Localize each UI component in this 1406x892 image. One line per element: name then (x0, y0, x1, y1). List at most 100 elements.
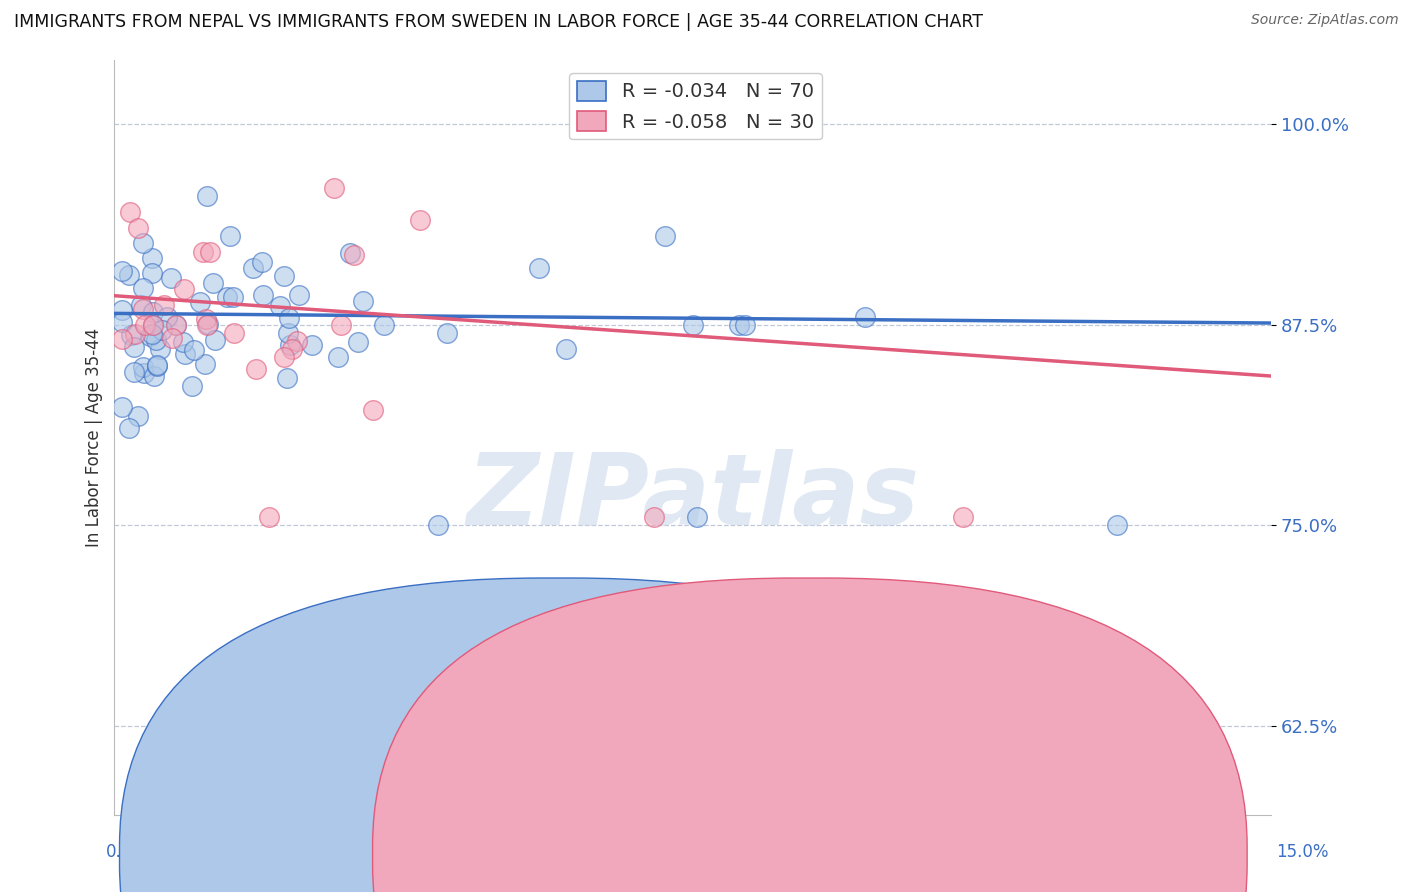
Point (1105, 518, 1128, 533)
Point (142, 304, 165, 318)
Point (150, 323, 173, 337)
Point (111, 302, 134, 317)
Point (339, 245, 361, 260)
Point (195, 189, 218, 203)
Point (132, 366, 155, 380)
Point (165, 318, 187, 332)
Point (124, 340, 146, 354)
Point (222, 290, 245, 304)
Legend: R = -0.034   N = 70, R = -0.058   N = 30: R = -0.034 N = 70, R = -0.058 N = 30 (569, 73, 823, 139)
Point (204, 334, 226, 348)
Point (198, 245, 221, 260)
Point (143, 368, 166, 383)
Point (124, 326, 146, 341)
Point (197, 317, 219, 331)
Point (141, 326, 163, 341)
Point (152, 297, 174, 311)
Point (686, 510, 709, 524)
Point (127, 409, 149, 423)
Point (111, 263, 134, 277)
Point (141, 252, 163, 266)
Point (280, 342, 302, 356)
Text: 0.0%: 0.0% (105, 843, 148, 861)
Point (352, 294, 374, 309)
Point (131, 281, 153, 295)
Point (273, 269, 295, 284)
Point (373, 318, 395, 332)
Point (195, 312, 218, 326)
Point (145, 333, 167, 347)
Point (853, 310, 876, 324)
Point (111, 332, 134, 346)
Point (252, 255, 274, 269)
Point (409, 213, 432, 227)
Point (117, 268, 139, 282)
Point (201, 277, 224, 291)
Point (654, 229, 676, 244)
Point (180, 378, 202, 392)
Point (111, 315, 134, 329)
Point (734, 318, 756, 332)
Point (156, 310, 179, 325)
Point (215, 290, 238, 304)
Point (132, 235, 155, 250)
Text: Source: ZipAtlas.com: Source: ZipAtlas.com (1251, 13, 1399, 28)
Point (273, 350, 295, 364)
Point (194, 357, 217, 371)
Point (160, 331, 183, 345)
Point (173, 282, 195, 296)
Point (141, 267, 163, 281)
Point (242, 261, 264, 276)
Point (132, 360, 155, 375)
Point (361, 403, 384, 417)
Point (160, 271, 183, 285)
Point (219, 229, 242, 244)
Point (132, 301, 155, 316)
Point (682, 318, 704, 332)
Point (436, 326, 458, 340)
Point (188, 294, 211, 309)
Point (173, 347, 195, 361)
Point (118, 205, 141, 219)
Point (195, 318, 218, 332)
Point (122, 365, 145, 379)
Point (301, 338, 323, 352)
Point (257, 510, 280, 524)
Text: IMMIGRANTS FROM NEPAL VS IMMIGRANTS FROM SWEDEN IN LABOR FORCE | AGE 35-44 CORRE: IMMIGRANTS FROM NEPAL VS IMMIGRANTS FROM… (14, 13, 983, 31)
Point (343, 248, 366, 262)
Point (172, 334, 194, 349)
Point (323, 181, 346, 195)
Point (347, 335, 370, 350)
Text: Immigrants from Nepal: Immigrants from Nepal (579, 843, 772, 861)
Point (183, 343, 205, 358)
Point (222, 326, 245, 340)
Point (727, 318, 749, 332)
Point (129, 297, 152, 311)
Point (149, 343, 172, 357)
Point (278, 311, 301, 326)
Text: 15.0%: 15.0% (1277, 843, 1329, 861)
Point (139, 328, 162, 343)
Point (127, 221, 149, 235)
Point (427, 518, 450, 533)
Point (120, 327, 142, 342)
Point (118, 421, 141, 435)
Point (335, 711, 357, 725)
Point (278, 337, 301, 351)
Text: ZIPatlas: ZIPatlas (467, 449, 920, 546)
Point (952, 510, 974, 524)
Point (527, 261, 550, 276)
Point (252, 287, 274, 301)
Point (142, 318, 165, 332)
Point (643, 510, 665, 524)
Point (142, 318, 165, 332)
Point (134, 318, 156, 332)
Point (276, 326, 298, 340)
Y-axis label: In Labor Force | Age 35-44: In Labor Force | Age 35-44 (86, 327, 103, 547)
Point (328, 351, 350, 365)
Point (146, 358, 169, 372)
Point (269, 299, 291, 313)
Point (245, 362, 267, 376)
Point (288, 288, 311, 302)
Point (554, 342, 576, 356)
